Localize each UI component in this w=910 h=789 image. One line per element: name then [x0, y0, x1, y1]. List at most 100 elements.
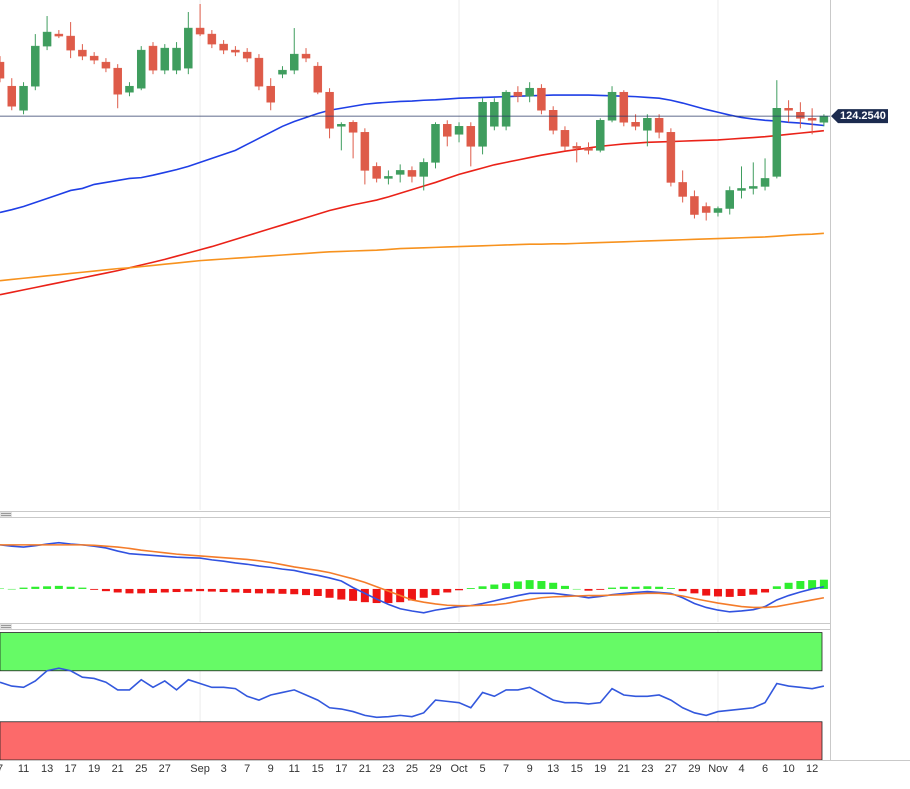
histogram-bar	[0, 588, 4, 590]
candle-body	[54, 33, 64, 37]
indicator-line	[0, 129, 824, 296]
histogram-bar	[431, 588, 440, 596]
x-tick-label: 19	[594, 763, 606, 775]
histogram-bar	[90, 588, 99, 590]
x-tick-label: Nov	[708, 763, 728, 775]
histogram-bar	[337, 588, 346, 600]
candle-body	[301, 53, 311, 59]
histogram-bar	[360, 588, 369, 603]
candle-body	[360, 132, 370, 171]
histogram-bar	[643, 586, 652, 589]
candle-body	[313, 65, 323, 93]
histogram-bar	[325, 588, 334, 598]
candle-body	[784, 108, 793, 111]
candle-body	[337, 124, 346, 127]
indicator-line	[0, 232, 824, 282]
candle-body	[478, 101, 487, 147]
histogram-bar	[596, 588, 605, 590]
candle-body	[560, 130, 570, 147]
candle-body	[395, 170, 405, 175]
candle-body	[290, 53, 299, 71]
histogram-bar	[584, 588, 593, 591]
histogram-bar	[196, 588, 205, 592]
candle-body	[78, 49, 87, 57]
x-tick-label: 21	[618, 763, 630, 775]
candle-body	[254, 57, 264, 87]
histogram-bar	[313, 588, 322, 596]
histogram-bar	[655, 586, 664, 589]
resize-handle[interactable]	[0, 512, 12, 517]
candle-body	[596, 120, 605, 151]
histogram-bar	[513, 581, 522, 589]
candle-body	[454, 126, 464, 135]
marks-layer	[0, 4, 830, 719]
x-tick-label: 7	[0, 763, 3, 775]
candle-body	[278, 69, 287, 75]
candle-body	[443, 124, 452, 137]
candle-body	[619, 91, 629, 123]
histogram-bar	[455, 588, 464, 591]
histogram-bar	[302, 588, 311, 596]
x-tick-label: 7	[503, 763, 509, 775]
candle-body	[572, 146, 581, 149]
histogram-bar	[713, 588, 722, 597]
histogram-bar	[502, 583, 511, 589]
x-tick-label: 15	[571, 763, 583, 775]
x-tick-label: 29	[688, 763, 700, 775]
histogram-bar	[737, 588, 746, 596]
candle-body	[501, 91, 511, 127]
candle-body	[607, 91, 617, 121]
histogram-bar	[666, 588, 675, 589]
candle-body	[513, 91, 523, 97]
candle-body	[384, 176, 393, 179]
x-tick-label: 11	[18, 763, 29, 775]
histogram-bar	[749, 588, 758, 595]
histogram-bar	[101, 588, 110, 592]
candle-body	[537, 87, 546, 111]
candle-body	[66, 35, 75, 51]
x-tick-label: 17	[335, 763, 347, 775]
candle-body	[266, 85, 275, 103]
candle-body	[431, 124, 440, 163]
candle-body	[713, 208, 723, 213]
histogram-bar	[172, 588, 181, 593]
candle-body	[737, 188, 746, 191]
candle-body	[701, 206, 711, 213]
x-tick-label: 23	[382, 763, 394, 775]
histogram-bar	[372, 588, 381, 604]
histogram-bar	[608, 587, 617, 589]
x-tick-label: 27	[159, 763, 171, 775]
oversold-band	[0, 721, 823, 761]
x-tick-label: 23	[641, 763, 653, 775]
histogram-bar	[184, 588, 193, 592]
grid-layer	[0, 0, 823, 761]
x-tick-label: Oct	[450, 763, 467, 775]
histogram-bar	[290, 588, 299, 595]
x-tick-label: 27	[665, 763, 677, 775]
histogram-bar	[219, 588, 228, 593]
x-tick-label: 15	[312, 763, 324, 775]
histogram-bar	[231, 588, 240, 593]
candle-body	[525, 87, 534, 97]
histogram-bar	[490, 584, 499, 589]
last-price-label: 124.2540	[840, 110, 886, 122]
histogram-bar	[160, 588, 169, 593]
histogram-bar	[772, 586, 781, 589]
candle-body	[643, 118, 652, 131]
x-tick-label: 9	[268, 763, 274, 775]
histogram-bar	[254, 588, 263, 594]
candle-body	[749, 186, 758, 189]
histogram-bar	[761, 588, 770, 593]
candle-body	[0, 61, 5, 79]
candle-body	[760, 178, 770, 187]
resize-handle[interactable]	[0, 624, 12, 629]
candle-body	[725, 190, 734, 209]
x-tick-label: 12	[806, 763, 818, 775]
candle-body	[136, 49, 146, 89]
candle-body	[419, 162, 428, 177]
x-tick-label: 19	[88, 763, 100, 775]
candle-body	[148, 45, 158, 71]
candle-body	[325, 91, 334, 129]
candle-body	[796, 112, 805, 119]
x-tick-label: 25	[135, 763, 147, 775]
